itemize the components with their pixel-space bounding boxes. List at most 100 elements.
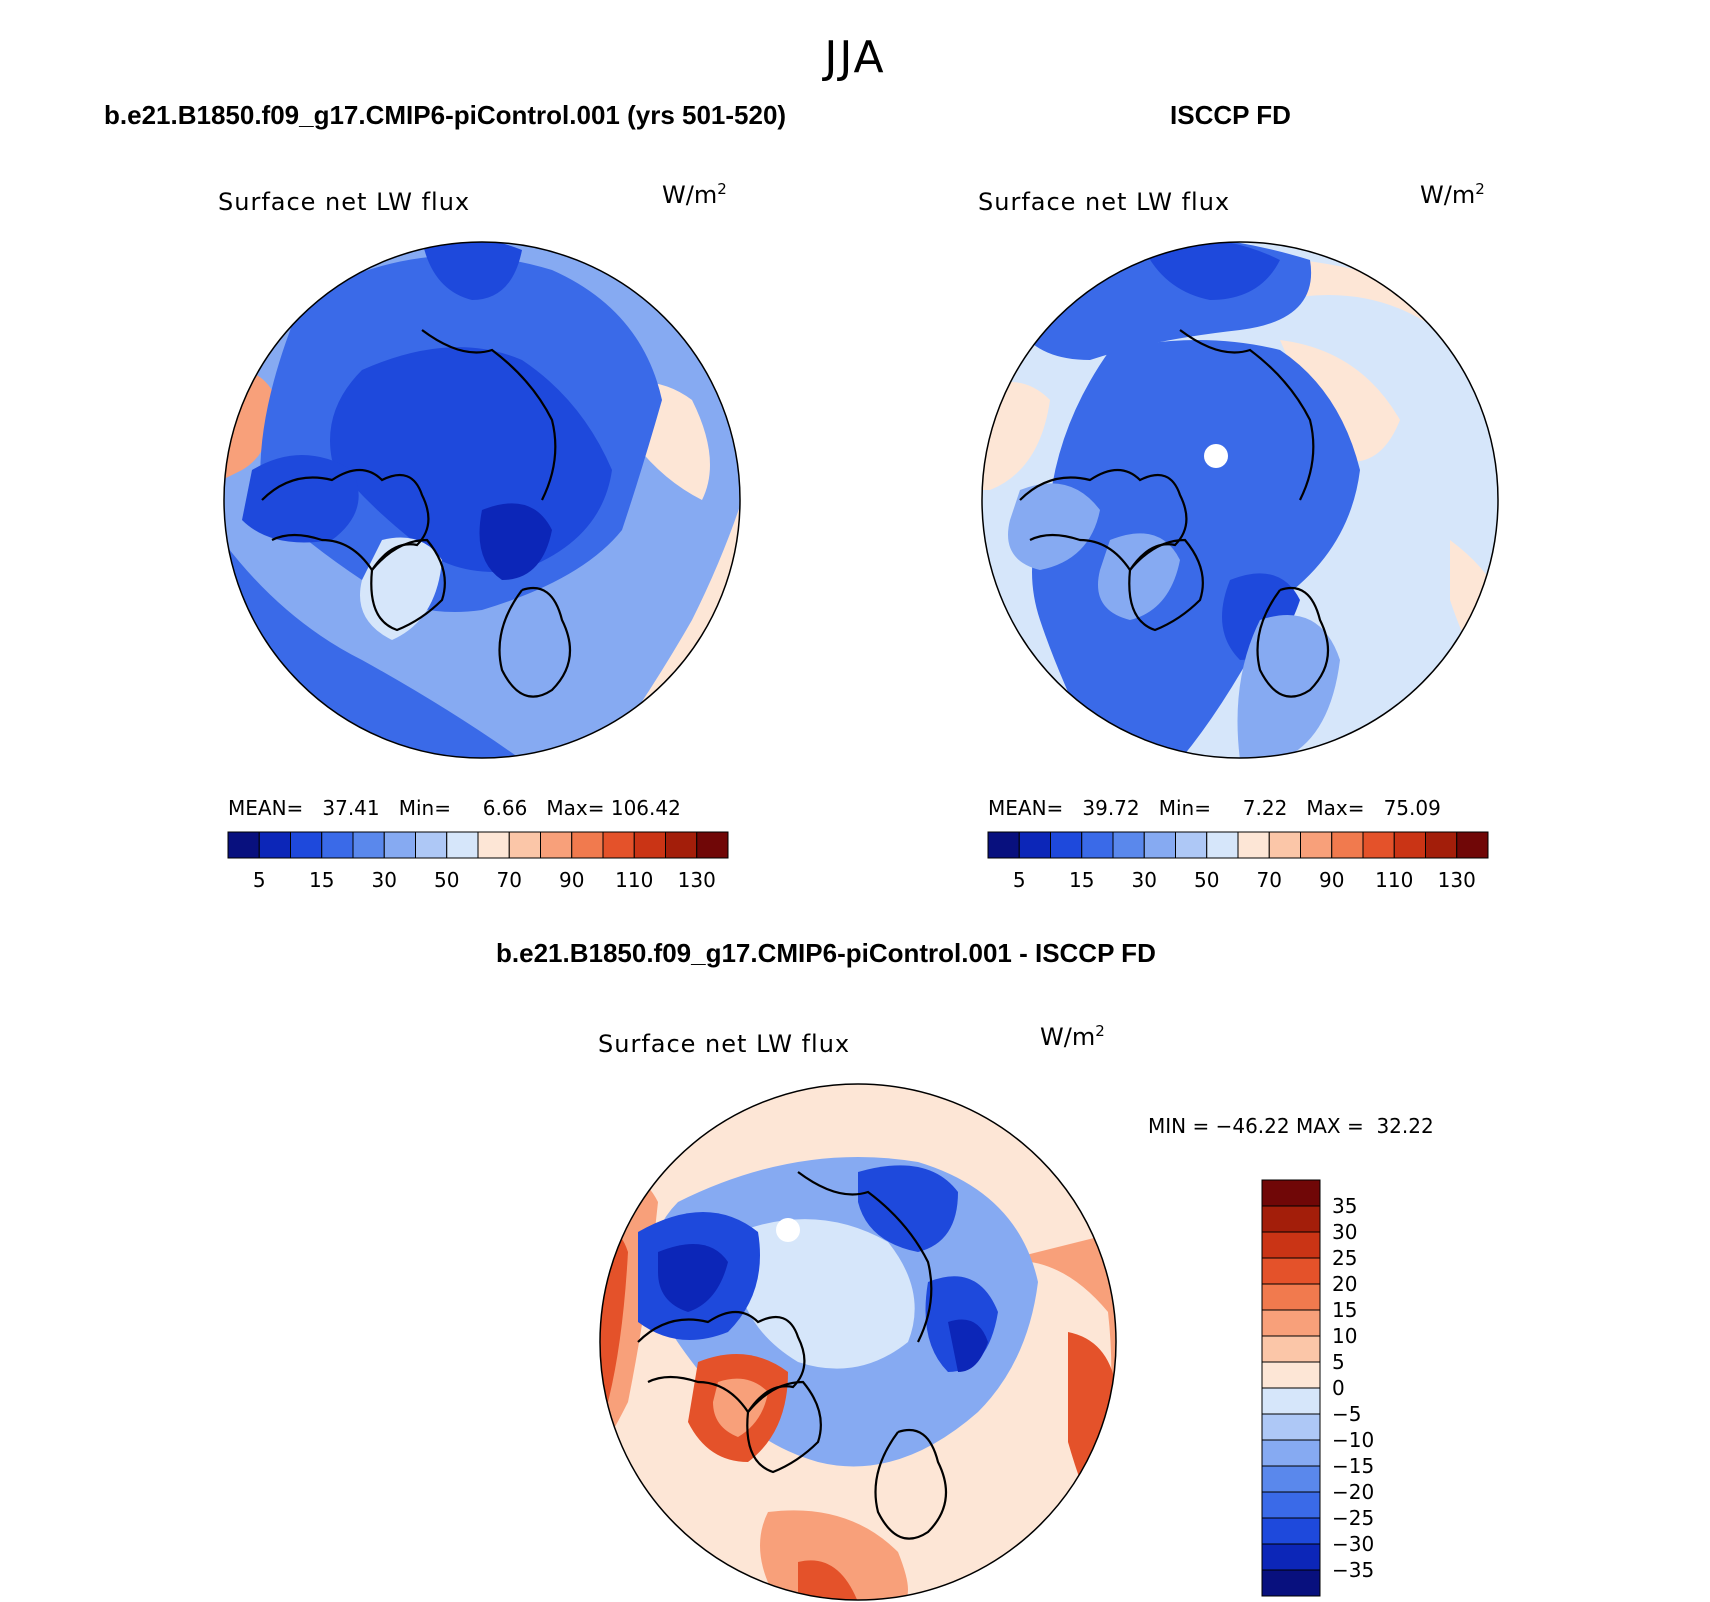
model-colorbar-tick-label: 30	[371, 868, 397, 892]
map-field	[982, 242, 1498, 758]
map-field	[600, 1084, 1116, 1600]
field-region	[1280, 340, 1400, 462]
coastline	[261, 468, 430, 572]
model-colorbar-swatch	[227, 831, 260, 859]
diff-colorbar-tick-label: −25	[1332, 1506, 1375, 1530]
diff-colorbar-swatch	[1261, 1465, 1321, 1493]
field-region	[948, 1319, 988, 1372]
diff-colorbar	[1261, 1179, 1321, 1597]
coastline	[1256, 586, 1330, 698]
obs-colorbar-tick-label: 70	[1256, 868, 1282, 892]
field-region	[713, 1378, 768, 1437]
obs-colorbar-tick-label: 15	[1069, 868, 1095, 892]
diff-min-value: −46.22	[1215, 1114, 1290, 1138]
obs-colorbar-swatch	[1206, 831, 1239, 859]
diff-colorbar-swatch	[1261, 1413, 1321, 1441]
diff-units-base: W/m	[1040, 1023, 1096, 1051]
diff-colorbar-tick-label: −20	[1332, 1480, 1375, 1504]
field-region	[658, 1244, 728, 1312]
diff-max-label: MAX =	[1295, 1114, 1364, 1138]
field-region	[1032, 340, 1360, 758]
coastline	[874, 1428, 948, 1540]
coastline	[1128, 538, 1204, 632]
obs-units-exponent: 2	[1475, 180, 1485, 198]
model-colorbar-tick-label: 130	[677, 868, 716, 892]
model-plot-title: Surface net LW flux	[218, 188, 471, 216]
obs-colorbar-swatch	[1268, 831, 1301, 859]
map-field	[224, 242, 740, 758]
diff-stats: MIN = −46.22 MAX = 32.22	[1148, 1114, 1434, 1138]
obs-colorbar-tick-label: 50	[1194, 868, 1220, 892]
obs-colorbar-swatch	[1362, 831, 1395, 859]
diff-colorbar-tick-label: 25	[1332, 1246, 1358, 1270]
model-colorbar-swatch	[352, 831, 385, 859]
model-min-value: 6.66	[482, 796, 528, 820]
field-region	[1008, 483, 1100, 570]
diff-colorbar-tick-label: −35	[1332, 1558, 1375, 1582]
diff-colorbar-tick-label: 30	[1332, 1220, 1358, 1244]
model-colorbar-swatch	[540, 831, 573, 859]
coastline	[637, 1310, 806, 1414]
diff-max-value: 32.22	[1376, 1114, 1434, 1138]
diff-colorbar-tick-label: −30	[1332, 1532, 1375, 1556]
model-max-label: Max=	[546, 796, 605, 820]
obs-min-label: Min=	[1158, 796, 1211, 820]
model-colorbar-swatch	[696, 831, 729, 859]
diff-colorbar-tick-label: 35	[1332, 1194, 1358, 1218]
model-stats: MEAN= 37.41 Min= 6.66 Max= 106.42	[228, 796, 681, 820]
model-min-label: Min=	[398, 796, 451, 820]
diff-colorbar-tick-label: 5	[1332, 1350, 1345, 1374]
missing-data-dot	[776, 1218, 800, 1242]
diff-colorbar-tick-label: −15	[1332, 1454, 1375, 1478]
obs-min-value: 7.22	[1242, 796, 1288, 820]
diff-colorbar-swatch	[1261, 1491, 1321, 1519]
obs-mean-value: 39.72	[1082, 796, 1140, 820]
model-colorbar-tick-label: 110	[615, 868, 654, 892]
obs-colorbar-tick-label: 5	[1012, 868, 1026, 892]
diff-colorbar-swatch	[1261, 1439, 1321, 1467]
model-colorbar-swatch	[665, 831, 698, 859]
diff-units-exponent: 2	[1095, 1022, 1105, 1040]
obs-colorbar-tick-label: 130	[1437, 868, 1476, 892]
coastline	[421, 329, 557, 501]
model-units-base: W/m	[662, 181, 718, 209]
model-mean-value: 37.41	[322, 796, 380, 820]
model-max-value: 106.42	[610, 796, 681, 820]
obs-colorbar-swatch	[1112, 831, 1145, 859]
diff-colorbar-swatch	[1261, 1205, 1321, 1233]
field-region	[798, 1560, 858, 1600]
model-colorbar-tick-label: 90	[559, 868, 585, 892]
obs-colorbar-tick-label: 90	[1319, 868, 1345, 892]
field-region	[738, 1219, 915, 1369]
diff-experiment-title: b.e21.B1850.f09_g17.CMIP6-piControl.001 …	[496, 938, 1156, 968]
coastline	[498, 586, 572, 698]
obs-colorbar-swatch	[1237, 831, 1270, 859]
obs-colorbar-tick-label: 110	[1375, 868, 1414, 892]
diff-colorbar-swatch	[1261, 1517, 1321, 1545]
obs-colorbar-labels: 5 15 30 50 70 90 110 130	[988, 868, 1488, 894]
diff-colorbar-tick-label: 20	[1332, 1272, 1358, 1296]
map-border	[981, 241, 1499, 759]
field-region	[479, 503, 552, 580]
model-colorbar-swatch	[477, 831, 510, 859]
model-colorbar-swatch	[446, 831, 479, 859]
diff-colorbar-swatch	[1261, 1361, 1321, 1389]
model-colorbar-swatch	[415, 831, 448, 859]
map-border	[223, 241, 741, 759]
obs-stats: MEAN= 39.72 Min= 7.22 Max= 75.09	[988, 796, 1441, 820]
model-colorbar-swatch	[508, 831, 541, 859]
model-colorbar-swatch	[383, 831, 416, 859]
obs-colorbar-swatch	[1050, 831, 1083, 859]
diff-colorbar-swatch	[1261, 1309, 1321, 1337]
diff-colorbar-tick-label: 15	[1332, 1298, 1358, 1322]
diff-units: W/m2	[1040, 1022, 1105, 1051]
model-colorbar-swatch	[258, 831, 291, 859]
diff-plot-title: Surface net LW flux	[598, 1030, 851, 1058]
model-colorbar-swatch	[290, 831, 323, 859]
missing-data-dot	[1204, 444, 1228, 468]
obs-colorbar-swatch	[1425, 831, 1458, 859]
model-colorbar-swatch	[571, 831, 604, 859]
season-title: JJA	[824, 32, 886, 83]
obs-colorbar-swatch	[1393, 831, 1426, 859]
model-units: W/m2	[662, 180, 727, 209]
